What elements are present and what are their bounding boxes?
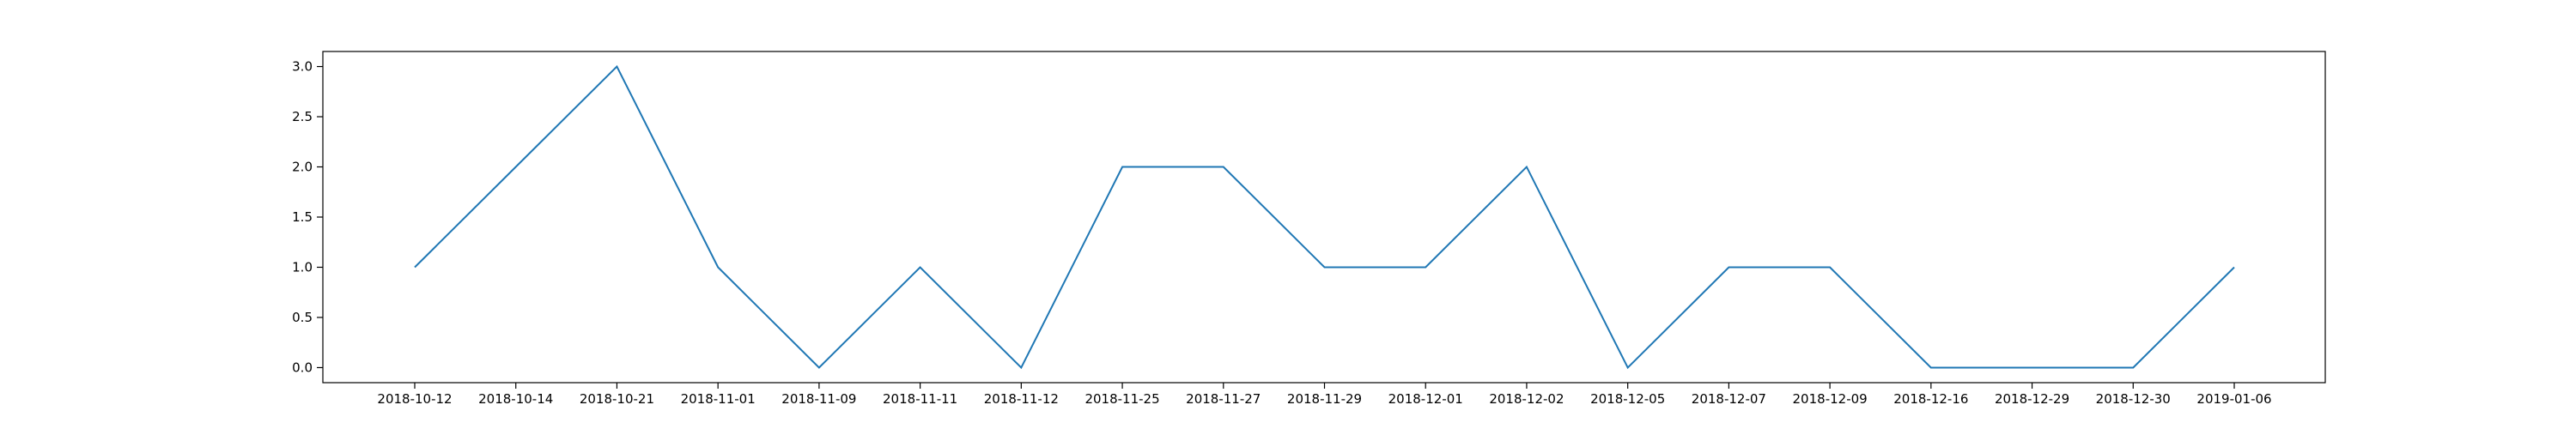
y-tick-label: 2.0 [292, 160, 313, 175]
x-tick-label: 2018-12-01 [1388, 391, 1463, 407]
data-point [1121, 166, 1123, 168]
x-tick-label: 2018-10-12 [377, 391, 452, 407]
x-tick-label: 2018-11-01 [681, 391, 756, 407]
x-tick-label: 2018-10-14 [478, 391, 553, 407]
data-point [818, 366, 820, 368]
data-point [1324, 266, 1326, 268]
data-point [1223, 166, 1224, 168]
data-point [515, 166, 517, 168]
data-point [1829, 266, 1831, 268]
data-point [1627, 366, 1629, 368]
y-axis: 0.0 0.5 1.0 1.5 2.0 2.5 3.0 [292, 59, 323, 375]
x-tick-label: 2018-12-09 [1793, 391, 1868, 407]
data-point [1526, 166, 1528, 168]
x-tick-label: 2018-11-29 [1287, 391, 1362, 407]
x-tick-label: 2018-12-29 [1995, 391, 2069, 407]
y-tick-label: 3.0 [292, 59, 313, 75]
y-tick-label: 1.5 [292, 209, 313, 225]
x-tick-label: 2018-10-21 [580, 391, 654, 407]
data-point [1425, 266, 1426, 268]
series-line [414, 64, 2235, 370]
x-tick-label: 2019-01-06 [2196, 391, 2271, 407]
data-point [414, 266, 416, 268]
x-tick-label: 2018-12-07 [1692, 391, 1766, 407]
data-point [616, 66, 617, 68]
x-tick-label: 2018-11-11 [883, 391, 957, 407]
y-tick-label: 1.0 [292, 259, 313, 275]
data-point [717, 266, 719, 268]
x-tick-label: 2018-12-30 [2096, 391, 2171, 407]
y-tick-label: 2.5 [292, 109, 313, 124]
data-point [2032, 366, 2033, 368]
x-tick-label: 2018-12-16 [1893, 391, 1968, 407]
x-tick-label: 2018-11-25 [1084, 391, 1159, 407]
y-tick-label: 0.0 [292, 360, 313, 375]
data-point [1020, 366, 1022, 368]
x-tick-label: 2018-11-09 [781, 391, 856, 407]
y-tick-label: 0.5 [292, 310, 313, 325]
x-tick-label: 2018-12-05 [1590, 391, 1665, 407]
data-point [1728, 266, 1729, 268]
x-tick-label: 2018-11-27 [1186, 391, 1261, 407]
x-tick-label: 2018-12-02 [1489, 391, 1564, 407]
series-layer [414, 64, 2235, 370]
data-point [2132, 366, 2134, 368]
data-point [2233, 266, 2235, 268]
plot-frame [322, 51, 2326, 384]
x-axis: 2018-10-12 2018-10-14 2018-10-21 2018-11-01… [377, 383, 2272, 407]
x-tick-label: 2018-11-12 [984, 391, 1059, 407]
data-point [1930, 366, 1932, 368]
data-point [920, 266, 921, 268]
